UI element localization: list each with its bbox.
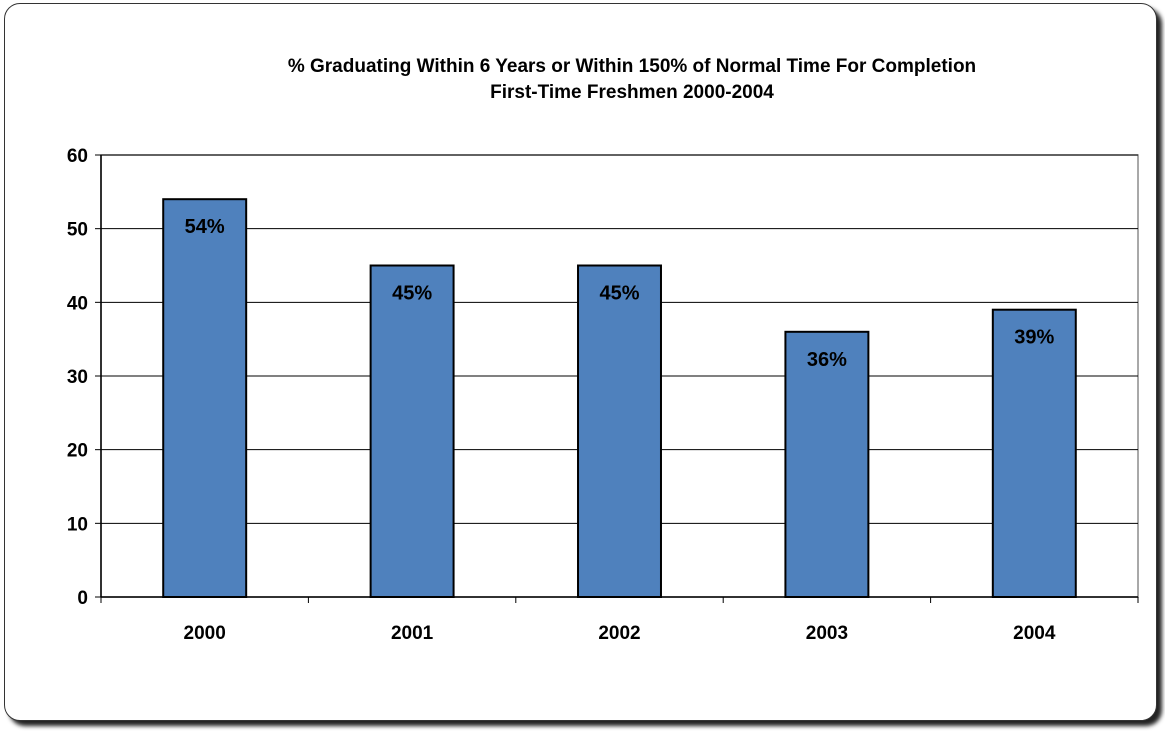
data-label: 45% — [599, 283, 639, 305]
y-tick-label: 10 — [67, 514, 88, 535]
x-tick-label: 2004 — [1013, 623, 1056, 644]
data-label: 39% — [1014, 327, 1054, 349]
x-tick-label: 2001 — [391, 623, 434, 644]
y-tick-label: 20 — [67, 441, 88, 462]
x-tick-label: 2002 — [598, 623, 640, 644]
y-tick-label: 0 — [77, 588, 88, 609]
bar — [369, 264, 455, 598]
data-label: 45% — [392, 283, 432, 305]
bar — [577, 264, 662, 598]
data-label: 54% — [185, 216, 225, 238]
data-label: 36% — [807, 349, 847, 371]
bar — [784, 330, 870, 598]
y-tick-label: 30 — [67, 367, 88, 388]
y-tick-label: 40 — [67, 293, 88, 314]
y-tick-label: 60 — [67, 146, 88, 167]
bar — [991, 308, 1077, 598]
x-tick-label: 2003 — [806, 623, 848, 644]
chart-subtitle: First-Time Freshmen 2000-2004 — [490, 82, 774, 103]
chart-title: % Graduating Within 6 Years or Within 15… — [288, 56, 976, 77]
y-tick-label: 50 — [67, 220, 88, 241]
bar — [162, 198, 248, 598]
x-tick-label: 2000 — [184, 623, 226, 644]
plot-area: 0 10 20 30 40 50 60 54% 2000 45% 2001 45% 2002 36% 200… — [67, 146, 1139, 644]
